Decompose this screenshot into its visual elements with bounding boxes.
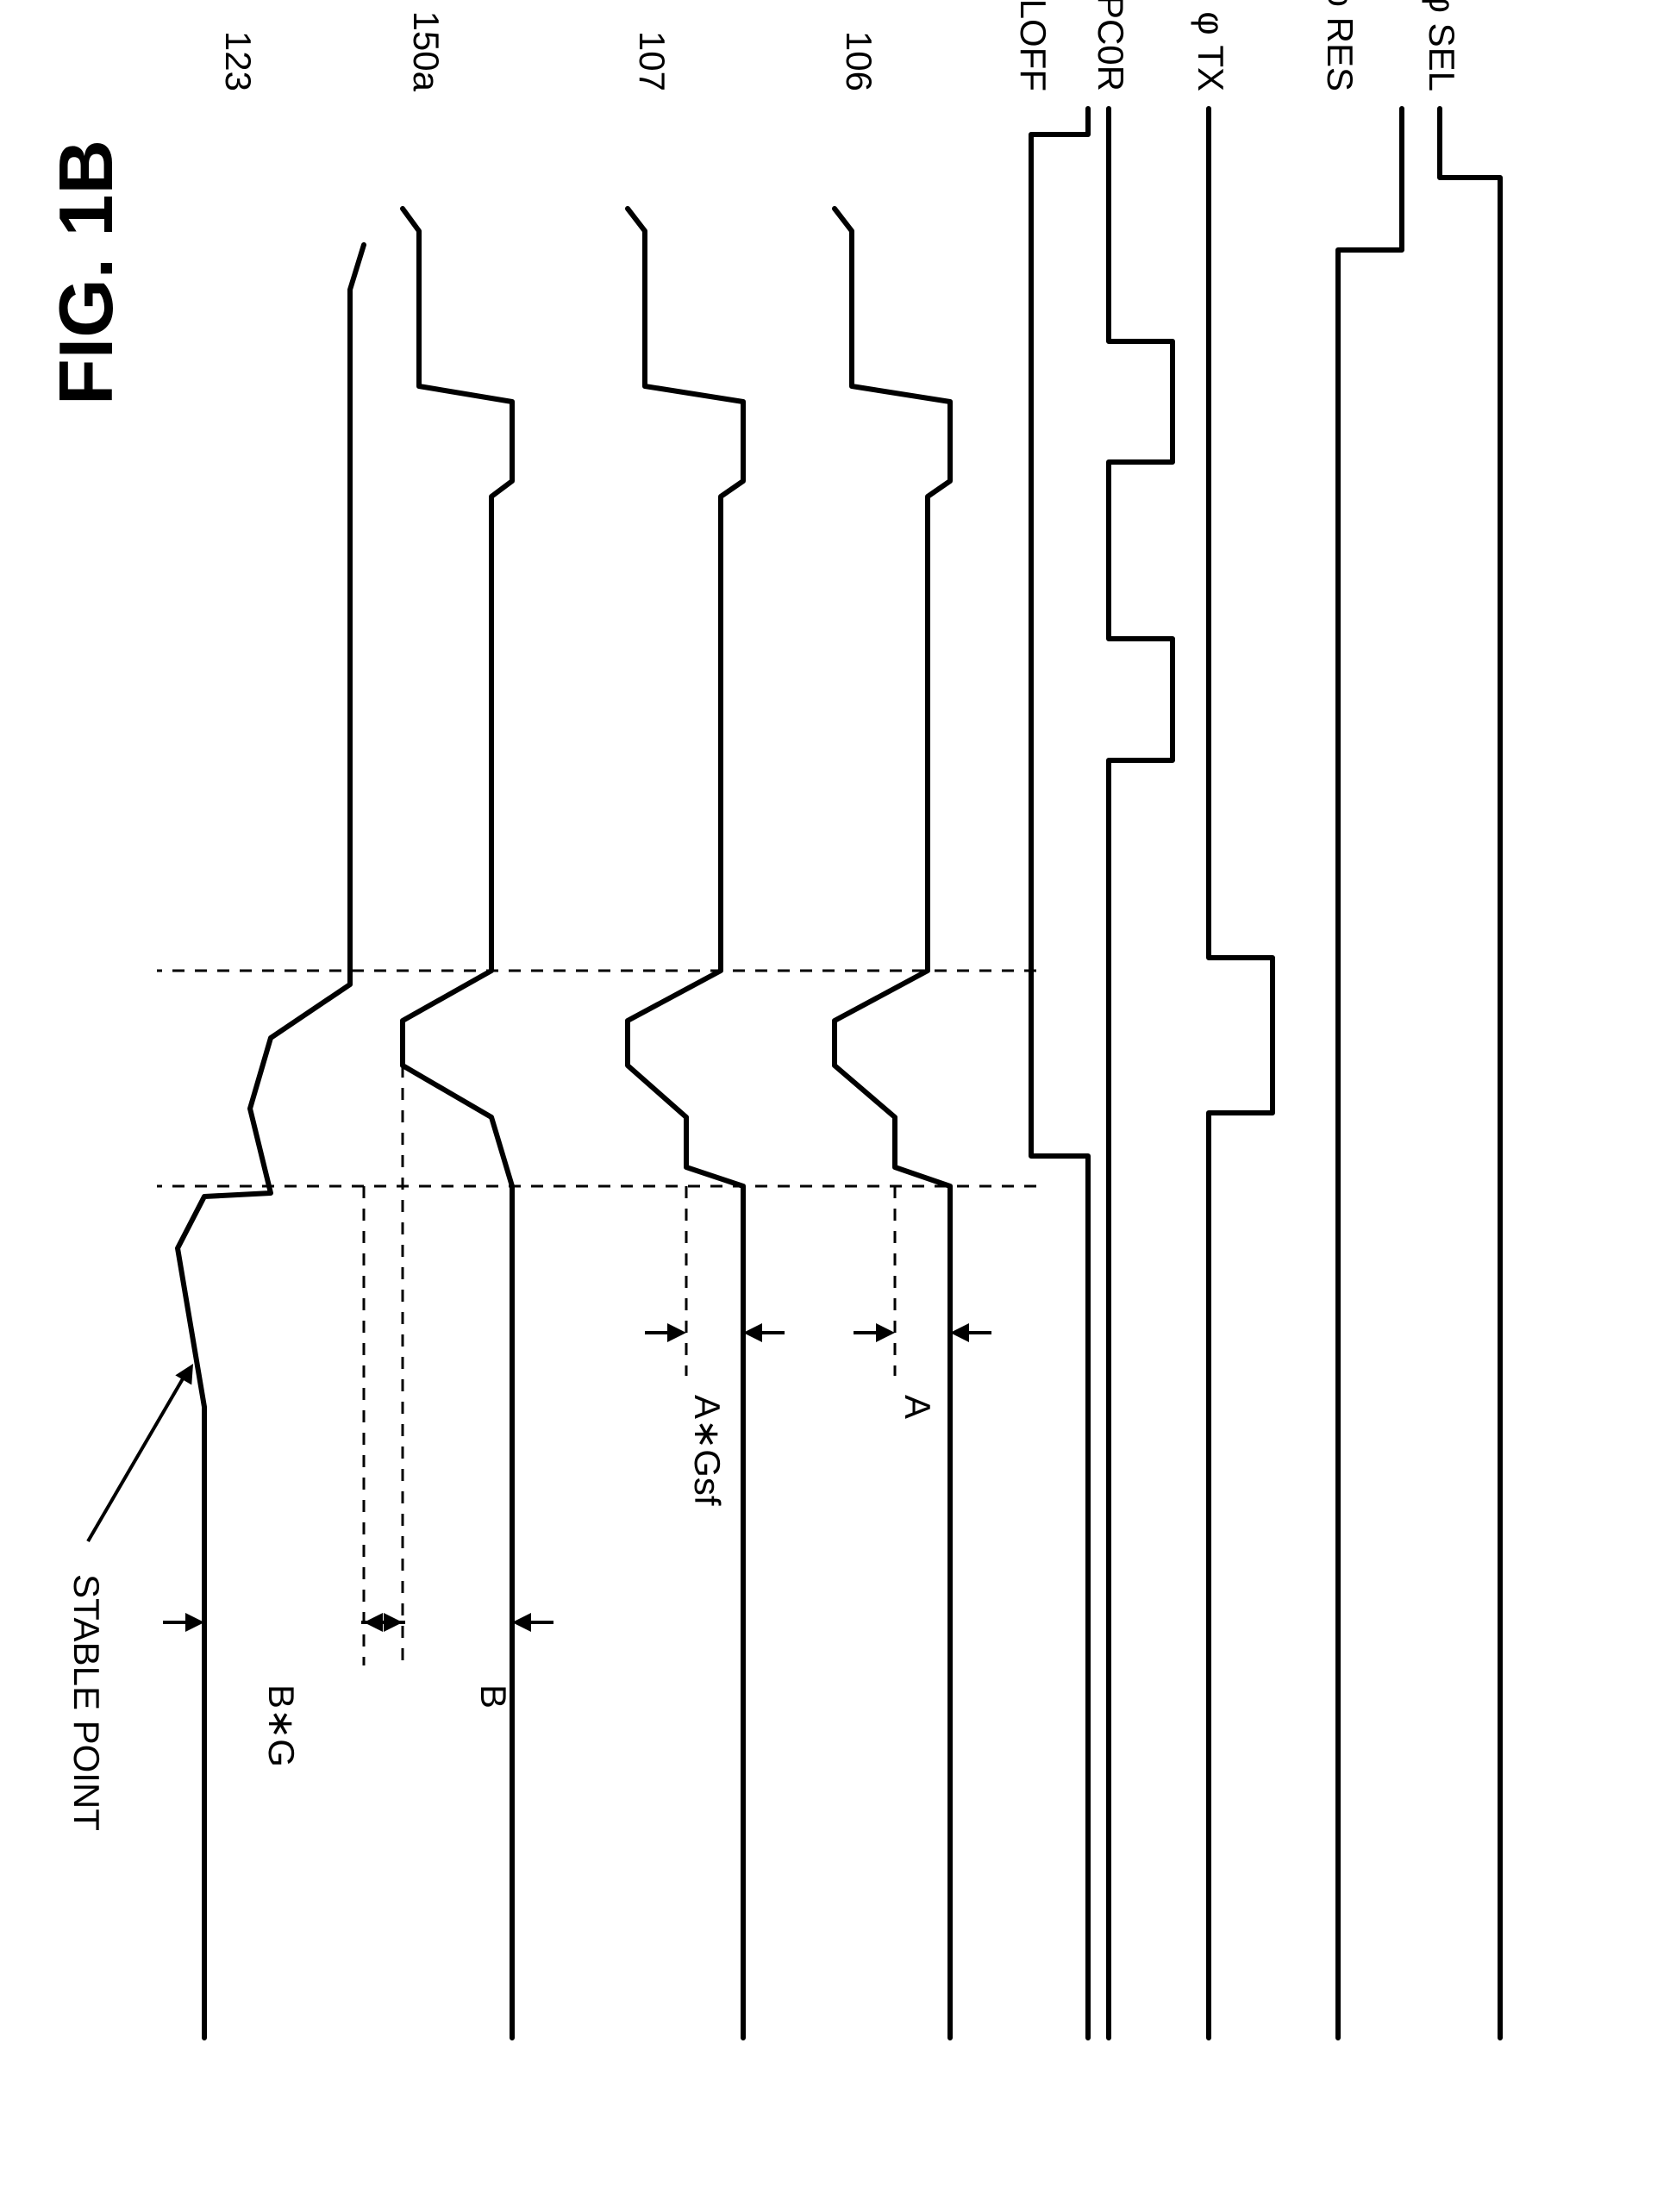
row-label-s150a: 150a	[406, 11, 447, 92]
row-label-res: φ RES	[1320, 0, 1360, 91]
stable-point-label: STABLE POINT	[66, 1574, 107, 1831]
figure-label: FIG. 1B	[43, 140, 128, 405]
row-label-s107: 107	[632, 31, 672, 91]
row-label-sel: φ SEL	[1422, 0, 1462, 91]
row-label-pvloff: φ PVLOFF	[1013, 0, 1054, 91]
row-label-s106: 106	[839, 31, 879, 91]
row-label-s123: 123	[218, 31, 259, 91]
row-label-tx: φ TX	[1191, 11, 1231, 91]
row-label-pc0r: φ PC0R	[1091, 0, 1131, 91]
annotation-BG-label: B∗G	[261, 1684, 302, 1767]
annotation-B-label: B	[473, 1684, 514, 1709]
annotation-AGsf-label: A∗Gsf	[687, 1395, 728, 1506]
annotation-A-label: A	[897, 1395, 938, 1419]
